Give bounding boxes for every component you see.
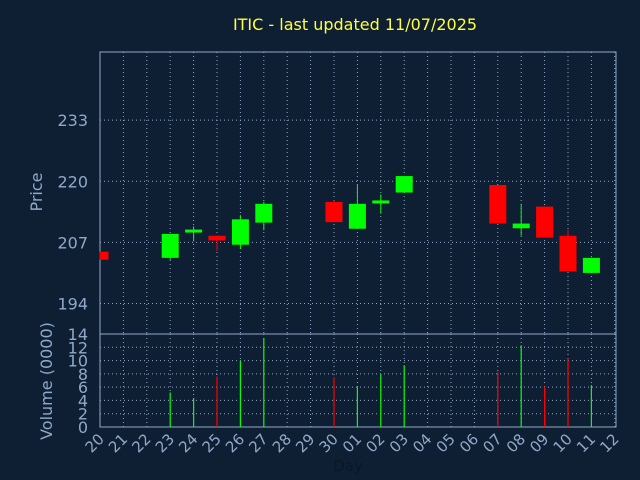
candle-body xyxy=(208,235,226,241)
x-tick-label: 27 xyxy=(245,430,271,456)
candle-body xyxy=(582,257,600,273)
x-tick-label: 28 xyxy=(269,430,295,456)
candle-body xyxy=(536,206,554,238)
x-tick-label: 22 xyxy=(128,430,154,456)
candle-27 xyxy=(255,201,273,231)
price-tick-label: 233 xyxy=(57,111,88,130)
x-tick-label: 23 xyxy=(152,430,178,456)
candle-body xyxy=(348,203,366,229)
candle-03 xyxy=(395,176,413,193)
candle-20 xyxy=(99,251,109,260)
x-tick-label: 21 xyxy=(105,430,131,456)
candle-body xyxy=(325,201,343,223)
x-tick-label: 29 xyxy=(292,430,318,456)
candle-11 xyxy=(582,257,600,273)
candle-body xyxy=(372,200,390,204)
price-panel-frame xyxy=(99,51,617,335)
x-tick-label: 05 xyxy=(433,430,459,456)
volume-tick-label: 14 xyxy=(68,325,88,344)
x-tick-label: 12 xyxy=(596,430,622,456)
x-tick-label: 01 xyxy=(339,430,365,456)
candle-body xyxy=(231,219,249,245)
candle-26 xyxy=(231,215,249,249)
price-tick-labels: 194 207 220 233 xyxy=(57,111,88,313)
x-tick-label: 11 xyxy=(573,430,599,456)
candle-07 xyxy=(489,185,507,224)
price-axis-label: Price xyxy=(27,172,46,211)
candle-body xyxy=(100,251,109,260)
volume-tick-label: 4 xyxy=(78,391,88,410)
candle-body xyxy=(395,176,413,193)
candle-23 xyxy=(161,233,179,260)
candle-body xyxy=(185,229,203,233)
x-tick-label: 25 xyxy=(199,430,225,456)
x-tick-label: 07 xyxy=(479,430,505,456)
candle-body xyxy=(489,185,507,224)
candle-30 xyxy=(325,200,343,223)
volume-tick-label: 2 xyxy=(78,405,88,424)
volume-axis-label: Volume (0000) xyxy=(37,322,56,440)
x-tick-label: 04 xyxy=(409,430,435,456)
volume-tick-label: 10 xyxy=(68,352,88,371)
x-tick-label: 30 xyxy=(316,430,342,456)
x-tick-label: 02 xyxy=(362,430,388,456)
x-tick-label: 03 xyxy=(386,430,412,456)
candle-09 xyxy=(536,206,554,238)
candle-body xyxy=(559,235,577,272)
price-tick-label: 220 xyxy=(57,172,88,191)
candle-body xyxy=(161,233,179,258)
volume-tick-label: 0 xyxy=(78,418,88,437)
x-axis-label: Day xyxy=(333,457,363,475)
x-tick-label: 08 xyxy=(503,430,529,456)
x-tick-label: 26 xyxy=(222,430,248,456)
x-tick-label: 06 xyxy=(456,430,482,456)
candle-08 xyxy=(512,203,530,236)
volume-bars xyxy=(169,337,593,427)
x-tick-label: 10 xyxy=(550,430,576,456)
candle-25 xyxy=(208,235,226,251)
candle-body xyxy=(512,223,530,229)
candle-02 xyxy=(372,194,390,214)
candle-body xyxy=(255,203,273,223)
price-tick-label: 194 xyxy=(57,294,88,313)
price-tick-label: 207 xyxy=(57,233,88,252)
volume-tick-label: 12 xyxy=(68,338,88,357)
candle-10 xyxy=(559,230,577,272)
volume-tick-label: 6 xyxy=(78,378,88,397)
x-tick-labels: 2021222324252627282930010203040506070809… xyxy=(82,430,623,456)
chart-title: ITIC - last updated 11/07/2025 xyxy=(233,15,477,34)
x-tick-label: 24 xyxy=(175,430,201,456)
candlesticks xyxy=(99,176,600,273)
candle-24 xyxy=(185,226,203,242)
x-tick-label: 09 xyxy=(526,430,552,456)
candle-01 xyxy=(348,184,366,229)
volume-tick-label: 8 xyxy=(78,365,88,384)
